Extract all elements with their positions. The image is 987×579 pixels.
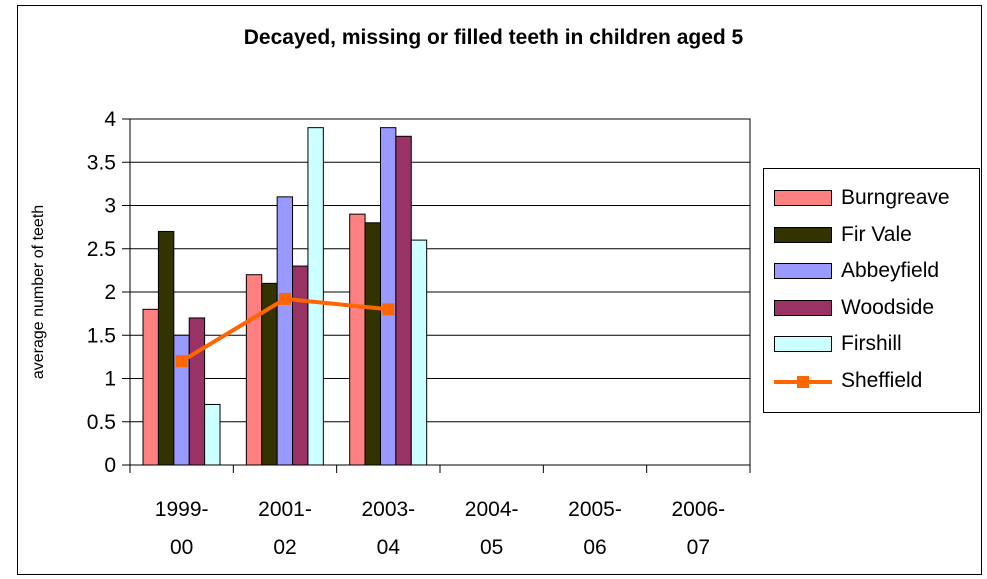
x-tick-label: 1999- xyxy=(155,498,209,521)
bar-fir-vale xyxy=(157,230,175,466)
legend-label: Burngreave xyxy=(841,186,950,209)
legend-swatch xyxy=(774,263,832,279)
legend-item: Firshill xyxy=(764,327,979,363)
y-tick-label: 4 xyxy=(104,108,116,131)
y-tick-label: 1.5 xyxy=(87,324,116,347)
legend-item: Woodside xyxy=(764,291,979,327)
marker-sheffield xyxy=(382,303,395,316)
x-tick-label: 04 xyxy=(377,536,401,559)
legend: Burngreave Fir Vale Abbeyfield Woodside Firs… xyxy=(763,168,980,413)
y-tick-label: 1 xyxy=(104,368,116,391)
bar-abbeyfield xyxy=(379,127,397,466)
bar-firshill xyxy=(307,127,324,466)
x-tick-label: 07 xyxy=(687,536,710,559)
legend-label: Sheffield xyxy=(841,368,923,392)
bar-burngreave xyxy=(245,274,263,466)
bar-burngreave xyxy=(142,308,159,466)
bar-firshill xyxy=(410,239,428,466)
legend-label: Woodside xyxy=(841,295,935,319)
x-tick-label: 02 xyxy=(273,536,296,559)
y-tick-label: 3 xyxy=(104,195,116,218)
legend-item: Sheffield xyxy=(764,364,979,400)
legend-label: Abbeyfield xyxy=(841,259,940,282)
x-tick-label: 05 xyxy=(480,536,503,559)
legend-swatch xyxy=(774,226,832,243)
x-tick-label: 2005- xyxy=(568,498,622,521)
legend-swatch xyxy=(774,336,832,352)
y-tick-label: 2 xyxy=(104,281,116,304)
legend-label: Fir Vale xyxy=(841,222,912,246)
legend-swatch xyxy=(774,190,832,206)
bar-burngreave xyxy=(349,213,366,466)
x-tick-label: 2001- xyxy=(258,498,312,521)
x-tick-label: 00 xyxy=(170,536,193,559)
y-tick-label: 3.5 xyxy=(87,151,116,174)
bar-firshill xyxy=(204,403,221,466)
marker-sheffield xyxy=(279,292,291,305)
legend-item: Burngreave xyxy=(764,181,979,217)
x-tick-label: 2004- xyxy=(465,498,519,521)
legend-marker xyxy=(797,375,809,388)
x-tick-label: 2003- xyxy=(361,498,415,521)
x-tick-label: 06 xyxy=(583,536,606,559)
y-tick-label: 0.5 xyxy=(87,411,116,434)
bar-woodside xyxy=(292,265,309,466)
chart-title: Decayed, missing or filled teeth in chil… xyxy=(243,26,744,49)
x-tick-label: 2006- xyxy=(671,498,725,521)
bar-woodside xyxy=(395,135,412,466)
legend-item: Abbeyfield xyxy=(764,254,979,290)
bar-abbeyfield xyxy=(173,334,190,466)
legend-label: Firshill xyxy=(841,332,902,355)
bar-fir-vale xyxy=(364,222,381,466)
bar-woodside xyxy=(188,317,206,466)
y-tick-label: 2.5 xyxy=(87,238,116,261)
y-tick-label: 0 xyxy=(104,454,116,477)
legend-swatch xyxy=(774,299,832,316)
bar-abbeyfield xyxy=(276,196,294,466)
marker-sheffield xyxy=(175,355,188,368)
legend-item: Fir Vale xyxy=(764,218,979,254)
